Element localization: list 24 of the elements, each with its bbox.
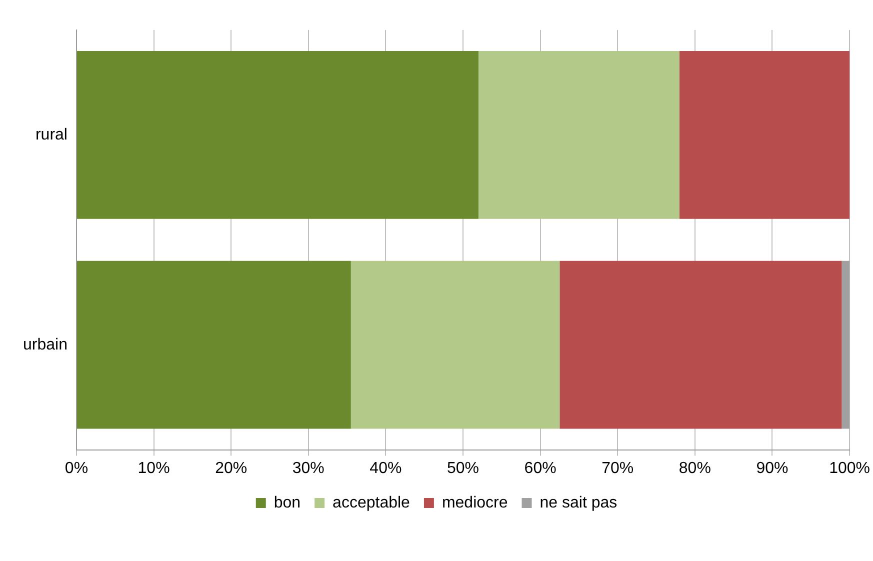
x-tick-label: 90% <box>756 460 788 477</box>
legend-label: acceptable <box>332 494 410 512</box>
bar <box>350 260 560 429</box>
x-tick-label: 10% <box>138 460 170 477</box>
bar <box>842 260 850 429</box>
legend-label: bon <box>274 494 301 512</box>
y-tick-label: urbain <box>22 336 68 354</box>
x-tick-label: 60% <box>524 460 556 477</box>
x-tick-label: 40% <box>370 460 402 477</box>
bar <box>560 260 842 429</box>
legend-label: ne sait pas <box>540 494 618 512</box>
x-tick-label: 50% <box>446 460 480 477</box>
bar <box>478 50 680 219</box>
y-tick-label: rural <box>35 126 68 144</box>
x-tick-label: 30% <box>292 460 324 477</box>
x-tick-label: 80% <box>678 460 711 477</box>
x-tick-label: 0% <box>64 460 88 477</box>
x-tick-label: 20% <box>215 460 248 477</box>
bar <box>679 50 850 219</box>
x-tick-label: 100% <box>829 460 870 477</box>
bar <box>76 260 351 429</box>
x-tick-label: 70% <box>602 460 634 477</box>
bar <box>76 50 478 219</box>
legend-label: mediocre <box>442 494 508 512</box>
